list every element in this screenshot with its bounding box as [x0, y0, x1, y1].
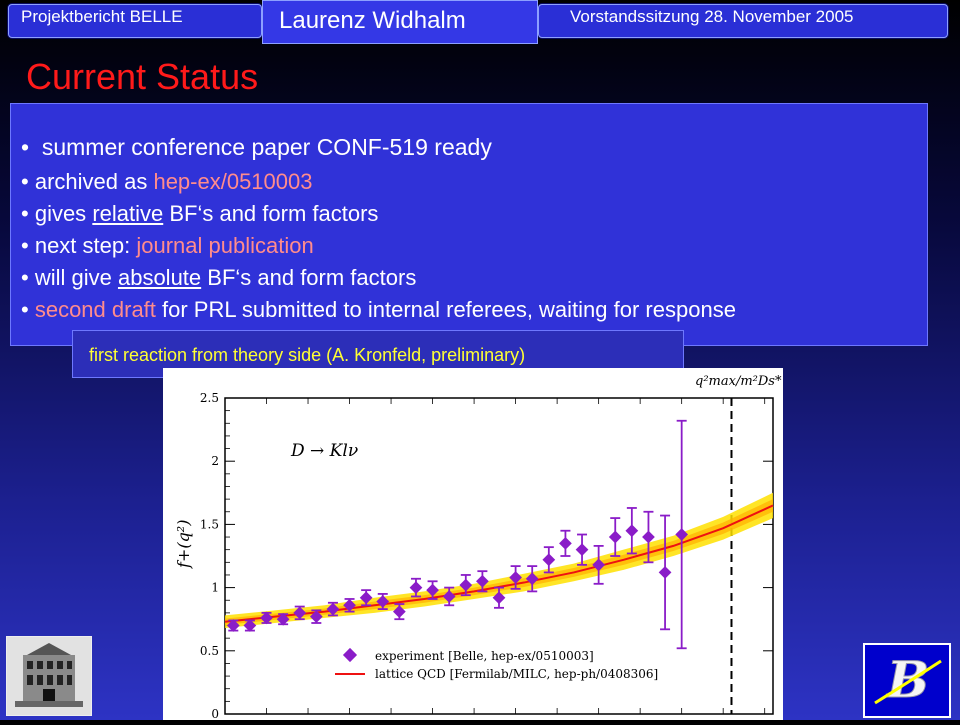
bullet-4-text: next step: [34, 233, 137, 258]
experiment-point [525, 572, 539, 586]
status-bullets-box: • summer conference paper CONF-519 ready… [10, 103, 928, 346]
y-tick-label: 2 [211, 454, 219, 468]
bullet-3-text-post: BF‘s and form factors [163, 201, 379, 226]
experiment-point [326, 602, 340, 616]
y-tick-label: 0.5 [200, 644, 219, 658]
bullet-2-text: archived as [34, 169, 154, 194]
bullet-5-underline: absolute [117, 265, 202, 290]
belle-logo-icon: B [865, 645, 949, 716]
y-axis-label: f+(q²) [174, 520, 193, 569]
experiment-point [608, 530, 622, 544]
bullet-relative: • gives relative BF‘s and form factors [21, 201, 379, 226]
experiment-point [426, 583, 439, 597]
legend-lattice-label: lattice QCD [Fermilab/MILC, hep-ph/04083… [375, 667, 658, 681]
plot-svg: 00.511.522.5 D → Klν q²max/m²Ds* f+(q²) … [174, 374, 782, 721]
form-factor-plot: 0 0.5 1 1.5 2 2.5 D → Klν q²max/m²Ds* f+(q²) … [163, 368, 783, 721]
y-tick-label: 1.5 [200, 517, 219, 531]
qmax-annotation: q²max/m²Ds* [695, 374, 782, 389]
experiment-point [476, 574, 489, 588]
experiment-point [359, 591, 373, 605]
experiment-point [509, 571, 522, 584]
bullet-4-highlight: journal publication [136, 233, 314, 258]
building-icon [7, 637, 91, 715]
bullet-6-highlight: second draft [34, 297, 156, 322]
experiment-point [376, 595, 390, 608]
process-annotation: D → Klν [290, 441, 358, 461]
svg-text:B: B [885, 650, 929, 709]
bullet-2-highlight: hep-ex/0510003 [153, 169, 313, 194]
header-right-date: Vorstandssitzung 28. November 2005 [538, 4, 948, 38]
experiment-point [392, 605, 406, 618]
experiment-point [559, 536, 572, 550]
bullet-archived: • archived as hep-ex/0510003 [21, 169, 313, 194]
bullet-second-draft: • second draft for PRL submitted to inte… [21, 297, 736, 322]
legend-experiment-label: experiment [Belle, hep-ex/0510003] [375, 649, 594, 663]
bullet-6-text: for PRL submitted to internal referees, … [155, 297, 736, 322]
bullet-1-text: summer conference paper CONF-519 ready [41, 134, 492, 160]
bullet-3-text: gives [34, 201, 93, 226]
bullet-5-text-post: BF‘s and form factors [201, 265, 417, 290]
plot-legend: experiment [Belle, hep-ex/0510003] latti… [335, 647, 658, 681]
slide-title: Current Status [26, 56, 259, 97]
bullet-next-step: • next step: journal publication [21, 233, 314, 258]
bullet-3-underline: relative [92, 201, 164, 226]
experiment-point [625, 524, 639, 538]
belle-logo: B [863, 643, 951, 718]
experiment-point [658, 566, 672, 579]
bullet-absolute: • will give absolute BF‘s and form facto… [21, 265, 417, 290]
header-left-title: Projektbericht BELLE [8, 4, 262, 38]
y-tick-label: 0 [211, 707, 219, 720]
experiment-point [575, 543, 589, 557]
y-tick-label: 2.5 [200, 391, 219, 405]
y-tick-label: 1 [211, 581, 219, 595]
plot-axes: 0 0.5 1 1.5 2 2.5 [200, 391, 774, 721]
bullet-conf-paper: • summer conference paper CONF-519 ready [21, 134, 492, 160]
building-logo [6, 636, 92, 716]
experiment-point [542, 553, 556, 567]
experiment-point [459, 578, 473, 592]
legend-experiment-marker [342, 647, 358, 663]
experiment-point [226, 619, 240, 632]
bullet-5-text: will give [34, 265, 118, 290]
experiment-point [409, 581, 423, 594]
experiment-point [492, 591, 506, 605]
header-presenter: Laurenz Widhalm [262, 0, 538, 44]
experiment-point [642, 530, 655, 544]
plot-frame [224, 397, 774, 715]
